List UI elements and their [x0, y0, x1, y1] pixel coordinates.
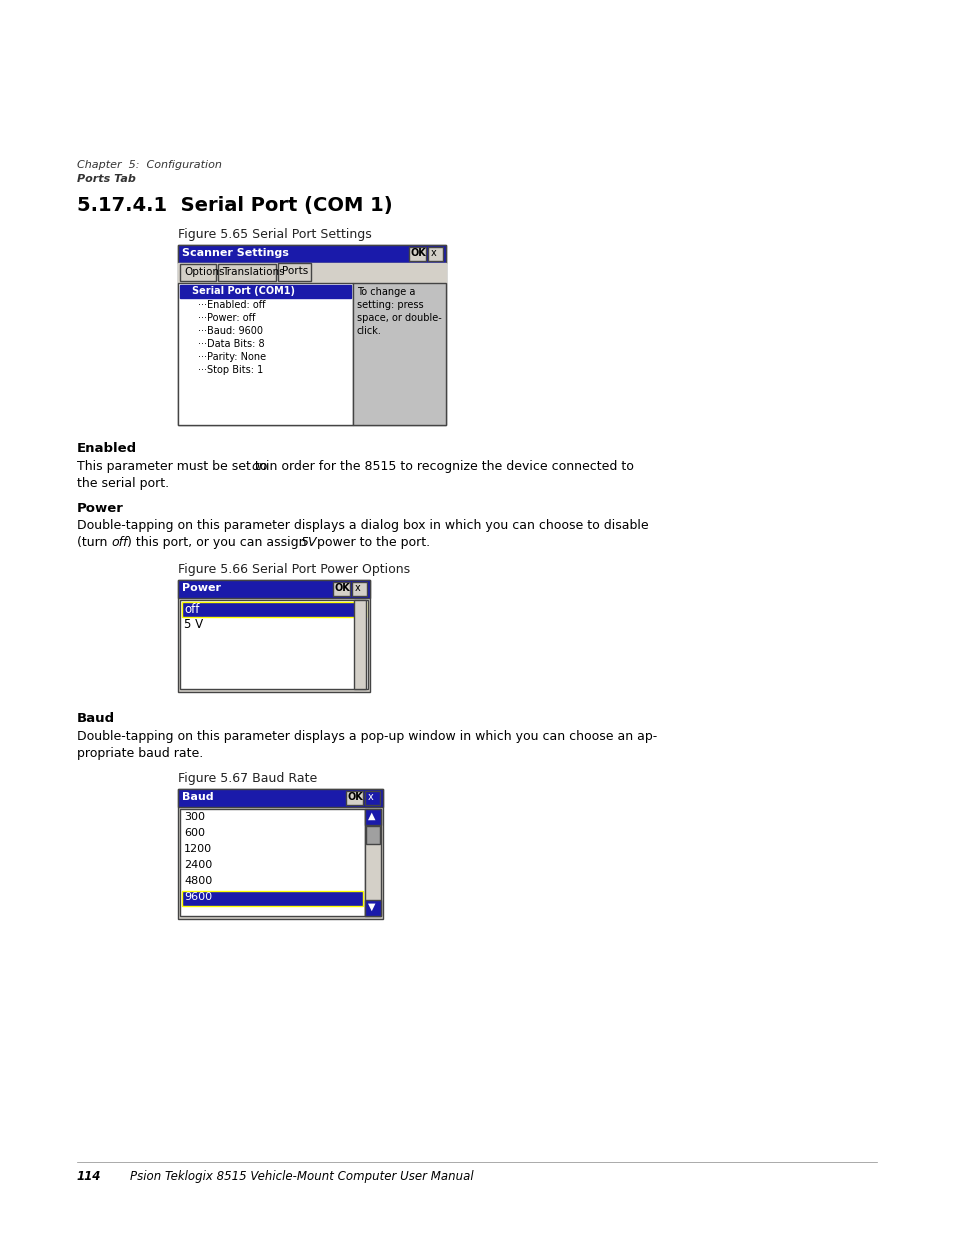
Text: 1200: 1200	[184, 844, 212, 853]
Text: OK: OK	[411, 248, 426, 258]
Bar	[182, 890, 363, 906]
Text: Figure 5.65 Serial Port Settings: Figure 5.65 Serial Port Settings	[178, 228, 372, 241]
Text: Figure 5.66 Serial Port Power Options: Figure 5.66 Serial Port Power Options	[178, 563, 410, 576]
Bar	[365, 809, 380, 825]
Text: the serial port.: the serial port.	[77, 477, 169, 490]
Bar	[365, 900, 380, 916]
Text: propriate baud rate.: propriate baud rate.	[77, 747, 203, 760]
Text: power to the port.: power to the port.	[313, 536, 430, 550]
Text: ···Data Bits: 8: ···Data Bits: 8	[198, 338, 264, 350]
Text: ▼: ▼	[368, 902, 375, 911]
Bar	[178, 580, 370, 598]
Text: Options: Options	[184, 267, 224, 277]
Text: Baud: Baud	[182, 792, 213, 802]
Text: (turn: (turn	[77, 536, 112, 550]
Text: Double-tapping on this parameter displays a dialog box in which you can choose t: Double-tapping on this parameter display…	[77, 519, 648, 532]
Bar	[178, 263, 446, 283]
Bar	[366, 826, 379, 844]
Text: Double-tapping on this parameter displays a pop-up window in which you can choos: Double-tapping on this parameter display…	[77, 730, 657, 743]
Text: 5 V: 5 V	[184, 618, 203, 631]
Text: ···Parity: None: ···Parity: None	[198, 352, 266, 362]
Bar	[178, 283, 353, 425]
Text: ···Power: off: ···Power: off	[198, 312, 255, 324]
Bar	[180, 600, 368, 689]
Bar	[428, 247, 442, 261]
Text: ) this port, or you can assign: ) this port, or you can assign	[127, 536, 310, 550]
Bar	[178, 789, 382, 919]
Bar	[180, 809, 365, 916]
Bar	[180, 264, 215, 282]
Bar	[277, 263, 311, 282]
Text: OK: OK	[348, 792, 363, 802]
Bar	[218, 264, 275, 282]
Text: This parameter must be set to: This parameter must be set to	[77, 459, 271, 473]
Bar	[333, 582, 350, 597]
Bar	[178, 580, 370, 692]
Text: Translations: Translations	[222, 267, 284, 277]
Text: Figure 5.67 Baud Rate: Figure 5.67 Baud Rate	[178, 772, 317, 785]
Text: ···Stop Bits: 1: ···Stop Bits: 1	[198, 366, 263, 375]
Bar	[352, 582, 367, 597]
Text: 2400: 2400	[184, 860, 212, 869]
Text: setting: press: setting: press	[356, 300, 423, 310]
Text: Power: Power	[182, 583, 221, 593]
Text: off: off	[111, 536, 128, 550]
Text: 300: 300	[184, 811, 205, 823]
Bar	[353, 283, 446, 425]
Text: 114: 114	[77, 1170, 101, 1183]
Text: 5V: 5V	[301, 536, 317, 550]
Bar	[354, 600, 366, 689]
Text: ···Baud: 9600: ···Baud: 9600	[198, 326, 263, 336]
Bar	[346, 790, 363, 805]
Text: off: off	[184, 603, 199, 616]
Text: Psion Teklogix 8515 Vehicle-Mount Computer User Manual: Psion Teklogix 8515 Vehicle-Mount Comput…	[130, 1170, 473, 1183]
Text: Ports: Ports	[282, 266, 308, 275]
Text: Chapter  5:  Configuration: Chapter 5: Configuration	[77, 161, 222, 170]
Text: 4800: 4800	[184, 876, 212, 885]
Bar	[178, 789, 382, 806]
Text: 9600: 9600	[184, 892, 212, 902]
Bar	[365, 790, 379, 805]
Text: Power: Power	[77, 501, 124, 515]
Text: OK: OK	[335, 583, 351, 593]
Text: Ports Tab: Ports Tab	[77, 174, 135, 184]
Text: Serial Port (COM1): Serial Port (COM1)	[192, 287, 294, 296]
Text: x: x	[431, 248, 436, 258]
Bar	[178, 245, 446, 425]
Text: To change a: To change a	[356, 287, 415, 296]
Text: Baud: Baud	[77, 713, 115, 725]
Text: in order for the 8515 to recognize the device connected to: in order for the 8515 to recognize the d…	[262, 459, 633, 473]
Text: x: x	[368, 792, 374, 802]
Text: ▲: ▲	[368, 811, 375, 821]
Text: x: x	[355, 583, 360, 593]
Text: Enabled: Enabled	[77, 442, 137, 454]
Bar	[365, 809, 380, 916]
Bar	[409, 247, 426, 261]
Text: click.: click.	[356, 326, 381, 336]
Bar	[180, 285, 351, 298]
Text: on: on	[251, 459, 266, 473]
Bar	[178, 245, 446, 263]
Text: space, or double-: space, or double-	[356, 312, 441, 324]
Bar	[182, 601, 366, 618]
Text: 5.17.4.1  Serial Port (COM 1): 5.17.4.1 Serial Port (COM 1)	[77, 196, 393, 215]
Text: 600: 600	[184, 827, 205, 839]
Text: ···Enabled: off: ···Enabled: off	[198, 300, 265, 310]
Text: Scanner Settings: Scanner Settings	[182, 248, 289, 258]
